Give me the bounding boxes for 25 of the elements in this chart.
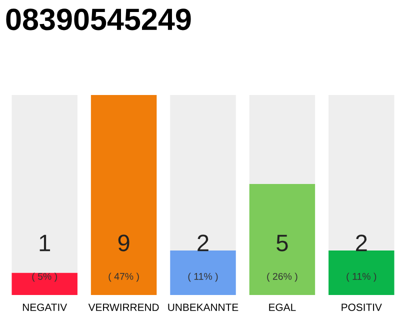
bar bbox=[249, 95, 316, 184]
data-label: 1 bbox=[40, 234, 50, 252]
annotation: ( 11% ) bbox=[346, 272, 376, 282]
data-label: 2 bbox=[356, 234, 367, 252]
bar bbox=[328, 250, 394, 295]
bar bbox=[249, 184, 316, 295]
x-tick-label: VERWIRREND bbox=[88, 304, 159, 311]
data-label: 9 bbox=[118, 234, 130, 252]
x-tick-label: NEGATIV bbox=[22, 304, 68, 311]
annotation: ( 47% ) bbox=[108, 272, 139, 282]
chart-title: 08390545249 bbox=[6, 8, 191, 30]
annotation: ( 26% ) bbox=[267, 272, 298, 282]
x-tick-label: UNBEKANNTE bbox=[168, 304, 238, 311]
bar bbox=[170, 95, 236, 251]
annotation: ( 5% ) bbox=[32, 272, 57, 282]
data-label: 2 bbox=[198, 234, 208, 252]
annotation: ( 11% ) bbox=[188, 272, 218, 282]
bar bbox=[328, 95, 394, 251]
bar bbox=[12, 95, 78, 273]
bar bbox=[170, 250, 236, 295]
bar bbox=[90, 95, 157, 295]
x-tick-label: EGAL bbox=[269, 304, 296, 311]
bar bbox=[12, 272, 78, 295]
data-label: 5 bbox=[276, 234, 288, 252]
x-tick-label: POSITIV bbox=[342, 304, 382, 311]
